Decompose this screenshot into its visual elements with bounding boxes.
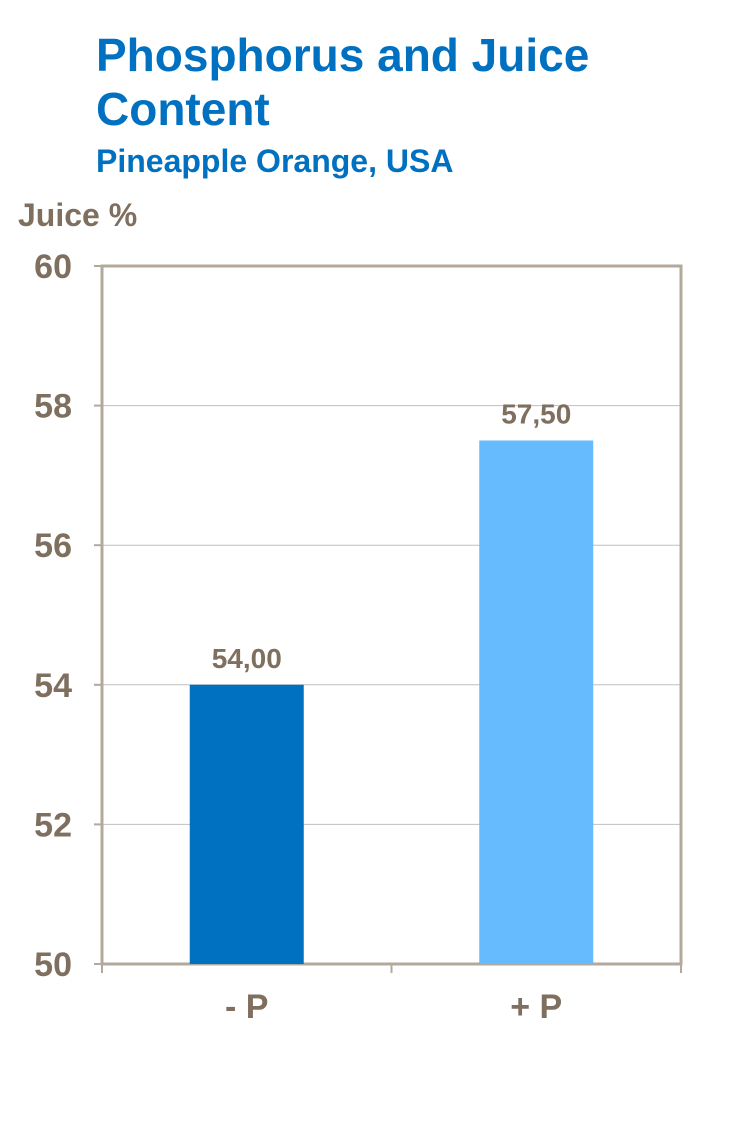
data-label: 54,00 [212,643,282,674]
y-tick-label: 56 [34,527,72,565]
y-axis-label: Juice % [18,197,138,233]
y-tick-label: 50 [34,946,72,984]
y-tick-label: 52 [34,806,72,844]
plot-frame [100,264,683,966]
chart-title: Phosphorus and Juice Content [96,29,590,135]
bar [189,684,304,964]
y-tick-label: 58 [34,388,72,426]
chart-subtitle: Pineapple Orange, USA [96,143,454,179]
data-label: 57,50 [501,399,571,430]
x-tick-label: + P [510,988,562,1026]
y-tick-label: 60 [34,248,72,286]
y-tick-label: 54 [34,667,72,705]
bar [479,440,594,964]
x-tick-label: - P [225,988,268,1026]
